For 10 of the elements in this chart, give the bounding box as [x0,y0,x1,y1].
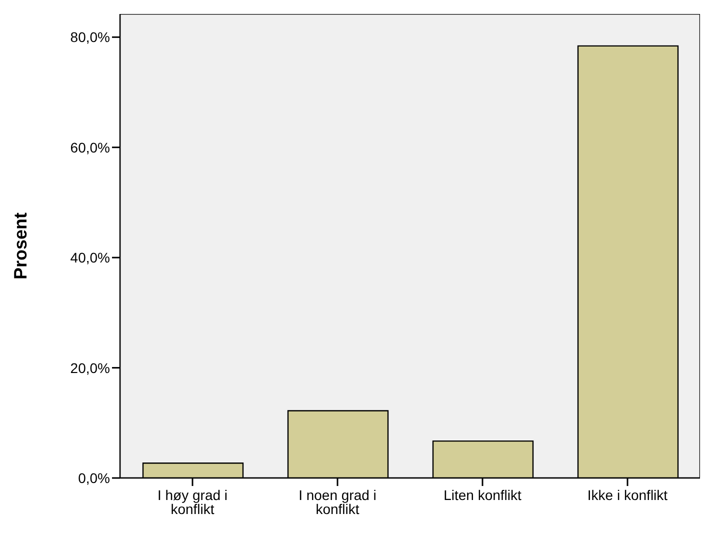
x-tick-label: I høy grad i konflikt [157,487,228,517]
y-tick-label: 60,0% [70,139,110,156]
y-axis-title: Prosent [10,212,30,280]
y-tick-label: 40,0% [70,250,110,266]
y-tick-label: 0,0% [78,470,110,486]
x-tick-label: I noen grad i konflikt [298,487,376,517]
y-tick-label: 80,0% [70,29,110,46]
x-tick-label: Ikke i konflikt [587,487,668,503]
x-tick-label: Liten konflikt [444,487,522,503]
y-tick-label: 20,0% [70,360,110,376]
